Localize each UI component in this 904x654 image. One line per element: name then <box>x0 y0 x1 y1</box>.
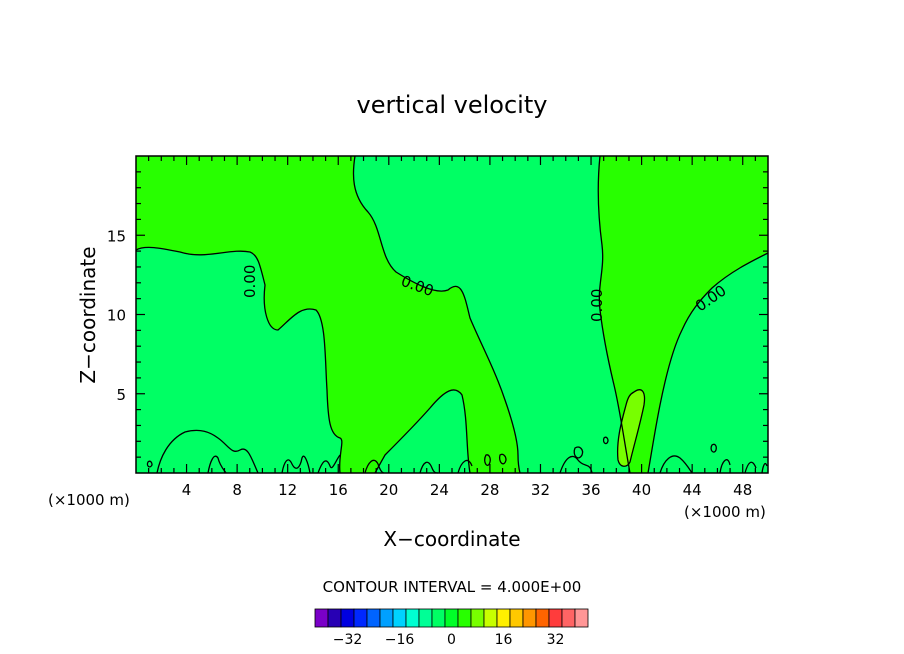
colorbar-tick-label: −16 <box>385 632 415 648</box>
contour-line <box>146 460 153 468</box>
colorbar-swatch <box>379 608 394 628</box>
contour-line <box>457 459 473 474</box>
y-tick-label: 15 <box>107 227 126 245</box>
x-axis-label: X−coordinate <box>383 527 520 551</box>
contour-line <box>761 462 768 474</box>
colorbar-swatch <box>548 608 563 628</box>
contour-line <box>374 389 471 474</box>
colorbar-swatch <box>418 608 433 628</box>
x-tick-label: 4 <box>182 481 192 499</box>
contour-line <box>207 455 227 474</box>
x-tick-label: 44 <box>683 481 702 499</box>
zero-contour-lines <box>135 155 769 474</box>
contour-label: 0.00 <box>241 265 259 298</box>
x-unit-left: (×1000 m) <box>48 491 130 509</box>
contour-line <box>498 453 507 465</box>
y-tick-label: 10 <box>107 307 126 325</box>
colorbar-swatch <box>340 608 355 628</box>
x-tick-label: 28 <box>480 481 499 499</box>
contour-line <box>744 461 757 474</box>
x-tick-label: 40 <box>632 481 651 499</box>
colorbar-tick-label: −32 <box>333 632 363 648</box>
colorbar-swatch <box>509 608 524 628</box>
x-tick-label: 32 <box>531 481 550 499</box>
x-tick-label: 8 <box>232 481 242 499</box>
colorbar-swatch <box>574 608 589 628</box>
contour-line <box>710 443 717 453</box>
colorbar-swatch <box>522 608 537 628</box>
contour-line <box>719 459 731 474</box>
contour-line <box>484 454 491 466</box>
colorbar-tick-label: 0 <box>447 632 456 648</box>
contour-interval-text: CONTOUR INTERVAL = 4.000E+00 <box>323 578 582 596</box>
colorbar-swatch <box>314 608 329 628</box>
y-tick-label: 5 <box>116 386 126 404</box>
contour-line <box>597 155 631 474</box>
x-tick-label: 16 <box>329 481 348 499</box>
colorbar-tick-label: 32 <box>547 632 565 648</box>
colorbar-swatch <box>483 608 498 628</box>
x-unit-right: (×1000 m) <box>684 503 766 521</box>
contour-line <box>156 429 259 474</box>
colorbar-swatch <box>392 608 407 628</box>
contour-line <box>352 155 521 474</box>
x-tick-label: 48 <box>733 481 752 499</box>
colorbar-swatch <box>470 608 485 628</box>
contour-line <box>281 455 311 474</box>
zero-region-fill <box>136 156 520 473</box>
contour-line <box>647 252 769 474</box>
x-tick-label: 36 <box>581 481 600 499</box>
colorbar-swatch <box>431 608 446 628</box>
contour-line <box>659 455 693 474</box>
x-tick-label: 20 <box>379 481 398 499</box>
colorbar-swatch <box>496 608 511 628</box>
contour-line <box>573 446 584 459</box>
chart-title: vertical velocity <box>357 91 548 119</box>
contour-label: 0.00 <box>588 289 606 322</box>
colorbar-swatch <box>457 608 472 628</box>
contour-line <box>135 246 343 474</box>
colorbar-swatch <box>444 608 459 628</box>
plot-area: 0.00 0.00 0.00 0.00 <box>135 155 769 474</box>
colorbar: −32 −16 0 16 32 <box>314 608 589 648</box>
contour-line <box>616 389 646 467</box>
colorbar-swatch <box>561 608 576 628</box>
colorbar-swatch <box>366 608 381 628</box>
y-axis-label: Z−coordinate <box>76 246 100 383</box>
contour-line <box>559 455 593 474</box>
colorbar-swatch <box>535 608 550 628</box>
contour-line <box>602 436 609 445</box>
contour-line <box>317 454 341 474</box>
colorbar-swatch <box>405 608 420 628</box>
colorbar-tick-label: 16 <box>495 632 513 648</box>
contour-line <box>364 459 385 474</box>
x-tick-label: 24 <box>430 481 449 499</box>
colorbar-swatch <box>327 608 342 628</box>
x-tick-label: 12 <box>278 481 297 499</box>
positive-region-fill <box>617 389 645 467</box>
colorbar-swatch <box>353 608 368 628</box>
